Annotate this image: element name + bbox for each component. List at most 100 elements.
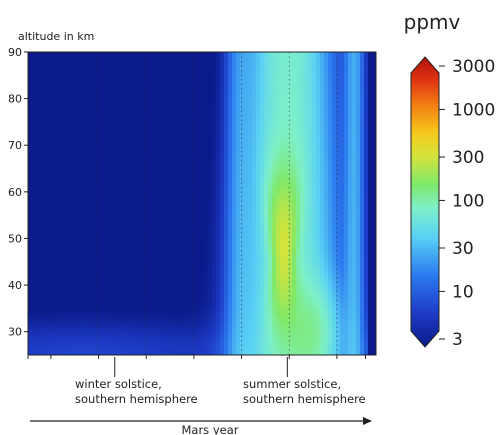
heatmap-cell	[152, 323, 157, 328]
heatmap-cell	[128, 91, 133, 97]
heatmap-cell	[200, 295, 205, 300]
heatmap-cell	[216, 95, 221, 101]
heatmap-cell	[32, 191, 37, 197]
heatmap-cell	[248, 55, 253, 61]
heatmap-cell	[208, 159, 213, 165]
heatmap-cell	[288, 251, 293, 256]
heatmap-cell	[140, 331, 145, 336]
heatmap-cell	[280, 291, 285, 296]
heatmap-cell	[72, 67, 77, 73]
heatmap-cell	[212, 343, 217, 348]
heatmap-cell	[180, 191, 185, 197]
heatmap-cell	[256, 52, 261, 57]
heatmap-cell	[72, 95, 77, 101]
heatmap-cell	[120, 171, 125, 177]
heatmap-cell	[72, 311, 77, 316]
heatmap-cell	[76, 211, 81, 217]
heatmap-cell	[256, 331, 261, 336]
heatmap-cell	[40, 167, 45, 173]
heatmap-cell	[272, 139, 277, 145]
heatmap-cell	[240, 155, 245, 161]
heatmap-cell	[220, 175, 225, 181]
heatmap-cell	[224, 155, 229, 161]
heatmap-cell	[192, 183, 197, 189]
heatmap-cell	[144, 315, 149, 320]
heatmap-cell	[76, 187, 81, 193]
heatmap-cell	[196, 231, 201, 236]
heatmap-cell	[220, 207, 225, 213]
heatmap-cell	[76, 55, 81, 61]
heatmap-cell	[180, 167, 185, 173]
heatmap-cell	[256, 335, 261, 340]
heatmap-cell	[168, 163, 173, 169]
heatmap-cell	[280, 155, 285, 161]
heatmap-cell	[160, 335, 165, 340]
heatmap-cell	[284, 115, 289, 121]
heatmap-cell	[172, 275, 177, 280]
heatmap-cell	[220, 52, 225, 57]
heatmap-cell	[172, 251, 177, 256]
heatmap-cell	[96, 79, 101, 85]
heatmap-cell	[88, 55, 93, 61]
heatmap-cell	[80, 319, 85, 324]
heatmap-cell	[248, 351, 253, 355]
heatmap-cell	[36, 247, 41, 252]
heatmap-cell	[276, 319, 281, 324]
heatmap-cell	[184, 255, 189, 260]
heatmap-cell	[260, 255, 265, 260]
heatmap-cell	[248, 275, 253, 280]
heatmap-cell	[32, 135, 37, 141]
heatmap-cell	[156, 71, 161, 77]
heatmap-cell	[84, 71, 89, 77]
heatmap-cell	[140, 231, 145, 236]
heatmap-cell	[212, 67, 217, 73]
heatmap-cell	[44, 59, 49, 65]
heatmap-cell	[204, 79, 209, 85]
heatmap-cell	[272, 63, 277, 69]
heatmap-cell	[28, 331, 33, 336]
heatmap-cell	[260, 115, 265, 121]
heatmap-cell	[136, 55, 141, 61]
heatmap-cell	[200, 155, 205, 161]
heatmap-cell	[164, 147, 169, 153]
heatmap-cell	[132, 59, 137, 65]
heatmap-cell	[184, 91, 189, 97]
heatmap-cell	[180, 135, 185, 141]
heatmap-cell	[140, 275, 145, 280]
heatmap-cell	[76, 223, 81, 229]
heatmap-cell	[208, 59, 213, 65]
heatmap-cell	[268, 307, 273, 312]
heatmap-cell	[240, 107, 245, 113]
heatmap-cell	[56, 311, 61, 316]
heatmap-cell	[172, 175, 177, 181]
heatmap-cell	[100, 235, 105, 240]
heatmap-cell	[188, 335, 193, 340]
heatmap-cell	[184, 299, 189, 304]
heatmap-cell	[28, 247, 33, 252]
heatmap-cell	[216, 191, 221, 197]
heatmap-cell	[268, 103, 273, 109]
heatmap-cell	[36, 211, 41, 217]
heatmap-cell	[168, 79, 173, 85]
heatmap-cell	[64, 119, 69, 125]
heatmap-cell	[140, 235, 145, 240]
heatmap-cell	[64, 315, 69, 320]
heatmap-cell	[200, 339, 205, 344]
heatmap-cell	[160, 347, 165, 352]
heatmap-cell	[84, 231, 89, 236]
heatmap-cell	[136, 291, 141, 296]
heatmap-cell	[124, 295, 129, 300]
heatmap-cell	[88, 287, 93, 292]
heatmap-cell	[56, 95, 61, 101]
heatmap-cell	[232, 187, 237, 193]
heatmap-cell	[76, 63, 81, 69]
heatmap-cell	[272, 295, 277, 300]
heatmap-cell	[124, 251, 129, 256]
heatmap-cell	[252, 91, 257, 97]
heatmap-cell	[76, 111, 81, 117]
heatmap-cell	[176, 267, 181, 272]
heatmap-cell	[108, 303, 113, 308]
heatmap-cell	[80, 247, 85, 252]
heatmap-cell	[216, 163, 221, 169]
heatmap-cell	[136, 179, 141, 185]
